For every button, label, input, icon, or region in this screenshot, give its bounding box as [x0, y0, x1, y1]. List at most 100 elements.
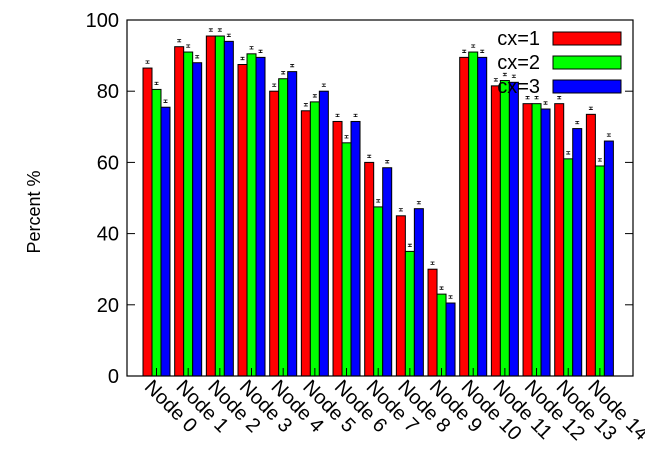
bar-cx3-node-4 — [287, 71, 298, 377]
error-bar — [154, 81, 159, 86]
error-bar — [430, 261, 435, 265]
bar-cx2-node-1 — [183, 51, 194, 377]
bar-cx1-node-5 — [300, 110, 311, 377]
error-bar — [462, 49, 467, 53]
bar-cx2-node-14 — [594, 165, 605, 377]
bar-cx3-node-7 — [382, 167, 393, 377]
bar-cx1-node-4 — [269, 90, 280, 377]
error-bar — [575, 120, 580, 125]
bar-cx2-node-12 — [531, 103, 542, 377]
bar-cx3-node-14 — [603, 140, 614, 377]
error-bar — [566, 151, 571, 155]
error-bar — [281, 71, 286, 75]
error-bar — [344, 135, 349, 139]
bar-cx3-node-9 — [445, 302, 456, 377]
y-tick-label: 0 — [108, 366, 119, 388]
error-bar — [177, 39, 182, 43]
bar-cx1-node-14 — [585, 113, 596, 377]
bar-cx1-node-0 — [142, 67, 153, 377]
bar-cx1-node-10 — [459, 56, 470, 377]
bar-cx3-node-2 — [223, 40, 234, 377]
error-bar — [597, 158, 602, 162]
y-tick-label: 20 — [97, 295, 119, 317]
bar-cx2-node-6 — [341, 142, 352, 377]
error-bar — [502, 72, 507, 77]
bars — [142, 28, 614, 377]
y-tick-label: 40 — [97, 224, 119, 246]
error-bar — [557, 96, 562, 100]
error-bar — [606, 133, 611, 137]
y-axis-title: Percent % — [24, 170, 44, 253]
error-bar — [385, 160, 390, 164]
error-bar — [398, 208, 403, 212]
error-bar — [367, 154, 372, 158]
y-tick-label: 100 — [86, 10, 119, 32]
bar-cx3-node-11 — [508, 81, 519, 377]
bar-cx2-node-3 — [246, 53, 257, 377]
error-bar — [208, 28, 213, 32]
error-bar — [588, 106, 593, 110]
y-tick-label: 80 — [97, 81, 119, 103]
bar-cx2-node-5 — [309, 101, 320, 377]
bar-cx3-node-5 — [318, 90, 329, 377]
error-bar — [525, 96, 530, 100]
legend-swatch — [552, 55, 622, 70]
bar-cx1-node-6 — [332, 120, 343, 377]
error-bar — [543, 101, 548, 105]
error-bar — [321, 83, 326, 87]
error-bar — [240, 56, 245, 61]
bar-cx3-node-10 — [477, 56, 488, 377]
error-bar — [258, 49, 263, 53]
error-bar — [145, 60, 150, 64]
plot-frame — [126, 19, 634, 377]
error-bar — [439, 286, 444, 290]
bar-cx3-node-6 — [350, 120, 361, 377]
error-bar — [303, 103, 308, 107]
legend-label: cx=3 — [497, 76, 540, 98]
bar-cx3-node-13 — [572, 128, 583, 377]
bar-cx2-node-7 — [373, 206, 384, 377]
error-bar — [353, 113, 358, 118]
bar-cx2-node-10 — [468, 51, 479, 377]
error-bar — [376, 199, 381, 203]
bar-cx1-node-7 — [364, 161, 375, 377]
error-bar — [290, 64, 295, 68]
bar-cx1-node-2 — [205, 35, 216, 377]
bar-cx1-node-3 — [237, 64, 248, 377]
error-bar — [493, 78, 498, 82]
legend-label: cx=2 — [497, 52, 540, 74]
legend-swatch — [552, 31, 622, 46]
bar-cx1-node-11 — [490, 85, 501, 377]
y-tick-label: 60 — [97, 152, 119, 174]
bar-cx3-node-3 — [255, 56, 266, 377]
bar-cx3-node-12 — [540, 108, 551, 377]
bar-cx2-node-4 — [278, 78, 289, 377]
error-bar — [272, 83, 277, 87]
error-bar — [448, 295, 453, 299]
legend-label: cx=1 — [497, 28, 540, 50]
error-bar — [407, 243, 412, 247]
error-bar — [186, 44, 191, 48]
error-bar — [249, 46, 254, 50]
error-bar — [335, 113, 340, 118]
error-bar — [480, 49, 485, 53]
bar-cx2-node-13 — [563, 158, 574, 377]
error-bar — [471, 44, 476, 48]
bar-cx2-node-8 — [404, 250, 415, 377]
error-bar — [312, 94, 317, 98]
error-bar — [217, 28, 222, 32]
error-bar — [511, 74, 516, 78]
bar-cx1-node-9 — [427, 268, 438, 377]
bar-cx1-node-12 — [522, 103, 533, 377]
error-bar — [226, 33, 231, 37]
bar-cx2-node-11 — [499, 80, 510, 377]
bar-cx3-node-8 — [413, 208, 424, 377]
bar-cx3-node-1 — [192, 62, 203, 377]
bar-cx2-node-0 — [151, 88, 162, 377]
legend-swatch — [552, 79, 622, 94]
bar-cx1-node-1 — [174, 46, 185, 377]
error-bar — [163, 99, 168, 103]
bar-cx3-node-0 — [160, 106, 171, 377]
bar-cx2-node-9 — [436, 293, 447, 377]
